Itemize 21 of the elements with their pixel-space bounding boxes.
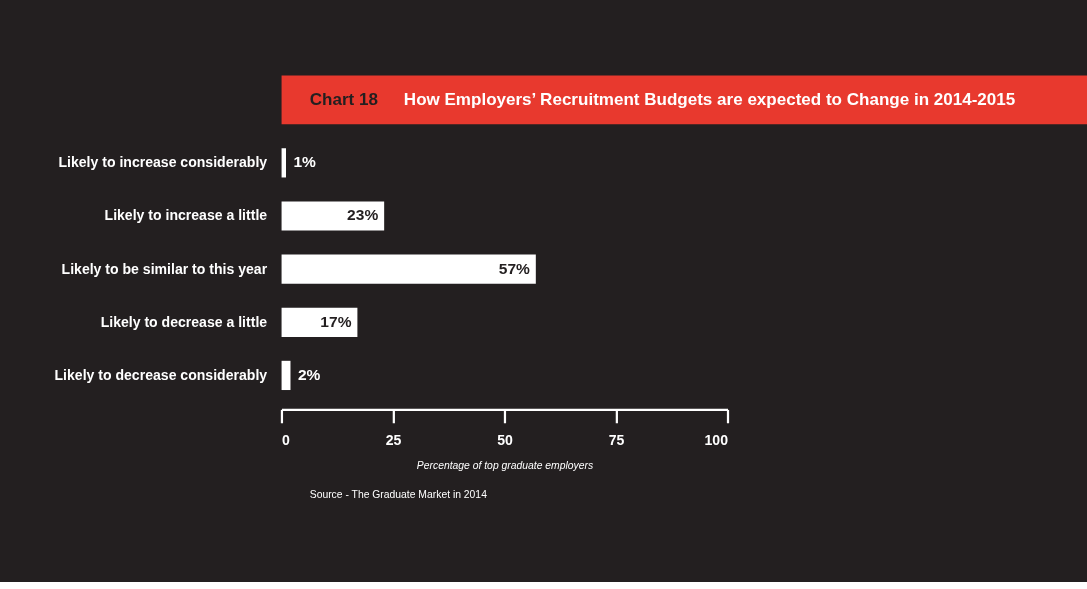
x-tick-label: 50 [497, 431, 513, 448]
x-tick-label: 25 [385, 431, 402, 448]
x-axis-title: Percentage of top graduate employers [416, 460, 594, 472]
data-label: 23% [347, 206, 379, 224]
data-label: 17% [320, 312, 352, 330]
y-tick-label: Likely to be similar to this year [61, 260, 268, 277]
chart-subtitle: How Employers’ Recruitment Budgets are expected to Change in 2014-2015 [403, 90, 1016, 110]
data-label: 57% [498, 259, 531, 277]
x-tick-label: 75 [608, 431, 625, 448]
data-label: 1% [293, 153, 317, 171]
bar [281, 201, 385, 231]
y-tick-label: Likely to decrease considerably [54, 366, 268, 383]
x-tick-label: 100 [704, 431, 729, 448]
y-tick-label: Likely to increase considerably [58, 154, 268, 171]
x-tick-label: 0 [281, 431, 290, 448]
data-label: 2% [297, 365, 321, 383]
bar [281, 254, 536, 284]
source-note: Source - The Graduate Market in 2014 [309, 489, 488, 501]
y-tick-label: Likely to decrease a little [100, 313, 268, 330]
chart-title: Chart 18 [309, 90, 378, 110]
y-tick-label: Likely to increase a little [104, 207, 268, 224]
